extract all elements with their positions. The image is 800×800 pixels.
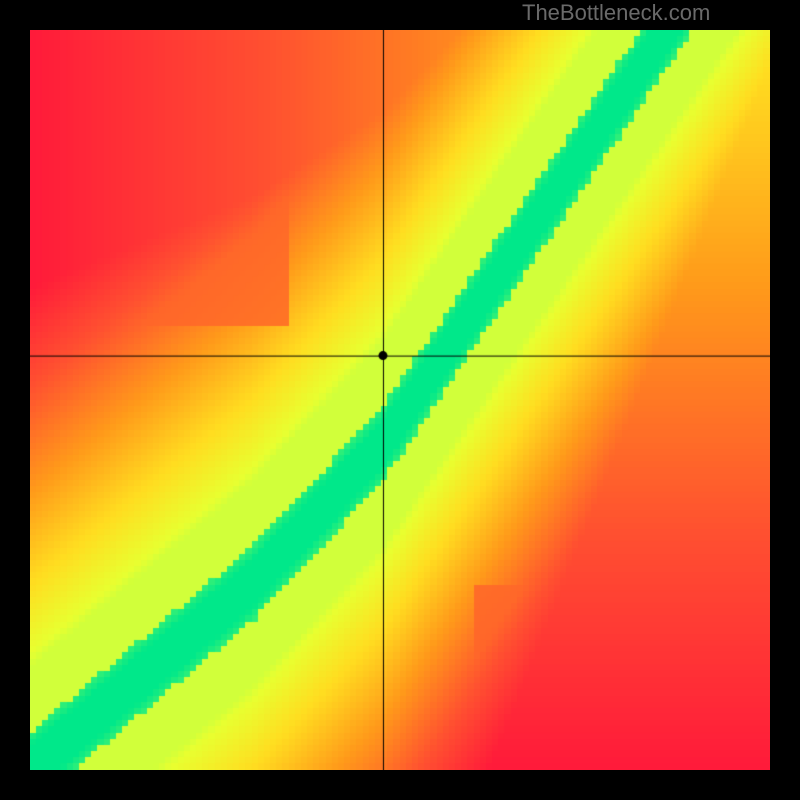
watermark-text: TheBottleneck.com — [522, 0, 710, 26]
chart-container: TheBottleneck.com — [0, 0, 800, 800]
bottleneck-heatmap — [30, 30, 770, 770]
